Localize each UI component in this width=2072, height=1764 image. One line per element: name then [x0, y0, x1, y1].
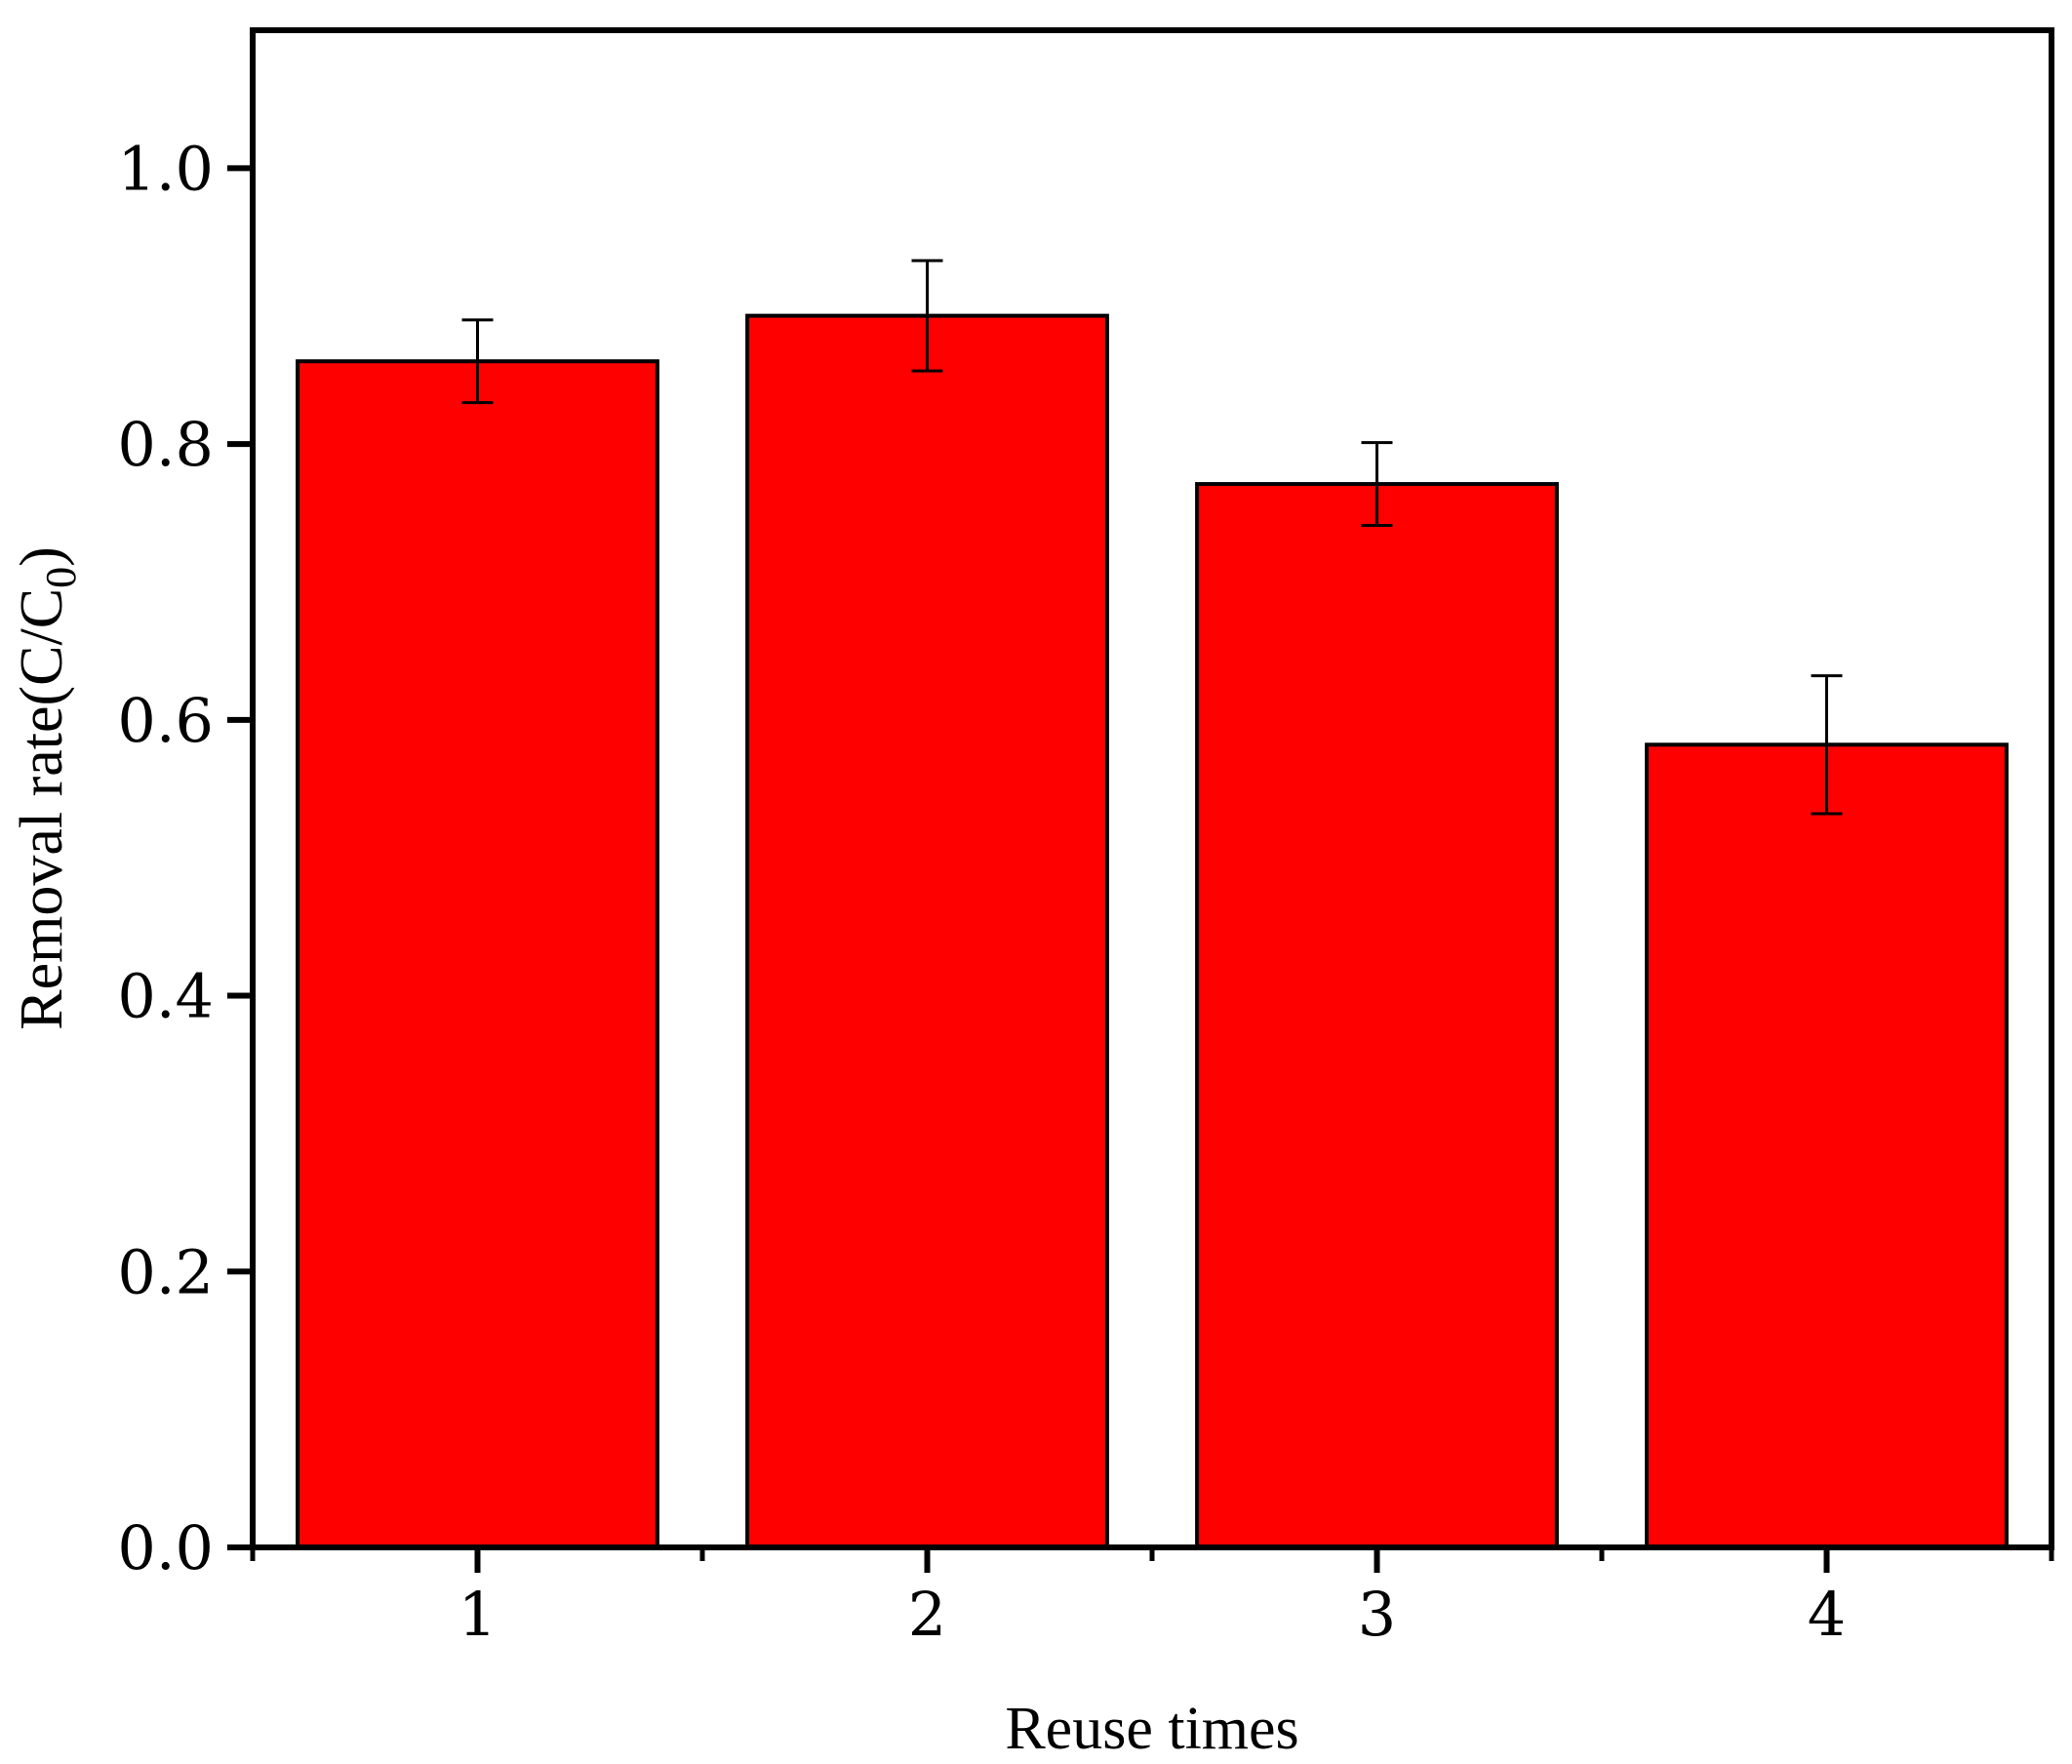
error-bars-layer	[461, 259, 1843, 816]
y-axis-title-subscript: 0	[37, 567, 85, 588]
y-axis-title-close: )	[9, 546, 75, 567]
error-bar-4	[1811, 674, 1843, 816]
bar-2	[745, 313, 1109, 1550]
bar-4	[1645, 742, 2009, 1549]
y-axis: 0.0 0.2 0.4 0.6 0.8 1.0	[117, 133, 253, 1584]
y-axis-title-main: Removal rate(C/C	[9, 588, 75, 1030]
error-bar-2	[911, 259, 943, 373]
error-bar-3	[1361, 441, 1393, 527]
bar-3	[1195, 482, 1559, 1550]
y-tick-label: 0.0	[117, 1512, 214, 1584]
y-tick-label: 1.0	[117, 133, 214, 204]
error-bar-1	[461, 318, 494, 405]
x-tick-label: 4	[1808, 1579, 1846, 1650]
y-tick-label: 0.6	[117, 685, 214, 756]
y-axis-title: Removal rate(C/C0)	[9, 546, 85, 1030]
x-tick-label: 3	[1358, 1579, 1396, 1650]
x-axis: 1 2 3 4	[250, 1547, 2054, 1650]
bar-1	[296, 359, 659, 1550]
x-tick-label: 2	[908, 1579, 946, 1650]
y-tick-label: 0.2	[117, 1236, 214, 1307]
bars-layer	[296, 313, 2009, 1550]
x-tick-label: 1	[458, 1579, 497, 1650]
x-axis-title: Reuse times	[1005, 1696, 1298, 1762]
y-tick-label: 0.4	[117, 961, 214, 1032]
y-tick-label: 0.8	[117, 409, 214, 480]
